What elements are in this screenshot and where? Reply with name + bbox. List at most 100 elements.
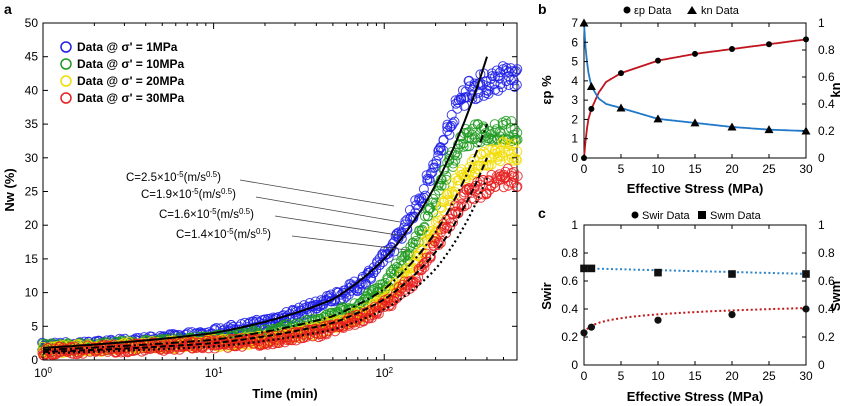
- panel-c-xlabel: Effective Stress (MPa): [627, 389, 764, 404]
- panel-b-xtick-label: 20: [725, 162, 739, 176]
- panel-a-xlabel: Time (min): [252, 386, 318, 401]
- data-point: [405, 283, 416, 294]
- data-point: [448, 217, 459, 228]
- panel-b-xtick-label: 25: [762, 162, 776, 176]
- data-point: [447, 118, 458, 129]
- panel-b-xtick-label: 30: [799, 162, 813, 176]
- legend-label-kn: kn Data: [701, 5, 740, 17]
- data-point: [450, 155, 461, 166]
- data-point: [279, 337, 290, 348]
- data-point: [494, 73, 505, 84]
- data-point: [442, 122, 453, 133]
- panel-b-ytick-left-label: 6: [571, 35, 578, 49]
- panel-b-ylabel-left: εp %: [539, 75, 554, 105]
- data-point: [507, 140, 518, 151]
- data-point: [334, 322, 345, 333]
- data-point: [484, 81, 495, 92]
- panel-c-ytick-left-label: 0: [571, 358, 578, 372]
- panel-c-ytick-right-label: 0.4: [818, 302, 835, 316]
- data-point: [512, 64, 523, 75]
- annotation-c4: C=1.4×10-5(m/s0.5): [176, 227, 271, 242]
- panel-c-ytick-left-label: 0.8: [561, 246, 578, 260]
- legend-label-10mpa: Data @ σ' = 10MPa: [77, 57, 184, 71]
- panel-b-ytick-right-label: 0.2: [818, 124, 835, 138]
- data-point: [407, 237, 418, 248]
- panel-c-ytick-left-label: 0.4: [561, 302, 578, 316]
- panel-a-xtick-label: 101: [205, 366, 223, 381]
- data-point: [438, 134, 449, 145]
- data-point: [452, 103, 463, 114]
- kn-data-point: [764, 125, 774, 134]
- panel-c-xtick-label: 30: [799, 369, 813, 383]
- data-point: [489, 119, 500, 130]
- legend-label-swir: Swir Data: [642, 210, 691, 222]
- panel-c-ytick-right-label: 0.8: [818, 246, 835, 260]
- data-point: [447, 209, 458, 220]
- data-point: [489, 178, 500, 189]
- panel-b: 0 5 10 15 20 25 30 0 1 2 3 4 5 6 7 0 0.2 0.4 0.6 0.8 1 εp Da…: [539, 5, 843, 196]
- data-point: [500, 115, 511, 126]
- panel-b-xtick-label: 10: [651, 162, 665, 176]
- panel-a: 0 5 10 15 20 25 30 35 40 45 50 100 101 102 Time (min)…: [2, 16, 523, 401]
- panel-c-xtick-label: 5: [618, 369, 625, 383]
- annotation-c2: C=1.9×10-5(m/s0.5): [141, 187, 236, 202]
- panel-a-ytick-label: 40: [25, 83, 39, 97]
- data-point: [512, 127, 523, 138]
- panel-b-ytick-right-label: 0: [818, 151, 825, 165]
- panel-b-ylabel-right: kn: [828, 82, 843, 97]
- legend-marker-20mpa: [60, 75, 72, 87]
- data-point: [416, 265, 427, 276]
- data-point: [466, 129, 477, 140]
- kn-data-point: [690, 118, 700, 127]
- fit-curve-3: [42, 157, 488, 353]
- panel-a-ytick-label: 0: [31, 353, 38, 367]
- data-point: [505, 122, 516, 133]
- data-point: [459, 201, 470, 212]
- data-point: [511, 66, 522, 77]
- data-point: [363, 313, 374, 324]
- panel-a-ytick-label: 10: [25, 286, 39, 300]
- swir-data-point: [654, 316, 662, 324]
- panel-c-curves: [583, 267, 807, 334]
- panel-a-fits: [42, 56, 489, 355]
- data-point: [512, 171, 523, 182]
- data-point: [486, 180, 497, 191]
- data-point: [374, 259, 385, 270]
- panel-c: 0 5 10 15 20 25 3000.20.40.60.8100.20.40.60.81…: [539, 210, 843, 404]
- panel-c-xtick-label: 0: [581, 369, 588, 383]
- ep-data-point: [588, 105, 595, 112]
- panel-b-ytick-right-label: 0.8: [818, 43, 835, 57]
- legend-label-20mpa: Data @ σ' = 20MPa: [77, 74, 184, 88]
- panel-b-points: [579, 18, 811, 161]
- panel-a-xtick-label: 100: [34, 366, 52, 381]
- panel-a-ytick-label: 30: [25, 151, 39, 165]
- panel-a-ytick-label: 35: [25, 117, 39, 131]
- annotation-arrow-1: [239, 179, 395, 207]
- kn-data-point: [616, 103, 626, 112]
- swm-data-point: [654, 268, 662, 277]
- data-point: [509, 81, 520, 92]
- data-point: [357, 279, 368, 290]
- legend-marker-30mpa: [60, 92, 72, 104]
- data-point: [431, 156, 442, 167]
- panel-a-legend: Data @ σ' = 1MPa Data @ σ' = 10MPa Data …: [60, 40, 184, 105]
- data-point: [419, 211, 430, 222]
- ep-data-point: [655, 57, 661, 64]
- data-point: [442, 194, 453, 205]
- data-point: [430, 217, 441, 228]
- panel-a-label: a: [4, 1, 12, 17]
- panel-c-ytick-left-label: 0.6: [561, 274, 578, 288]
- panel-a-ytick-label: 45: [25, 50, 39, 64]
- data-point: [470, 94, 481, 105]
- data-point: [410, 277, 421, 288]
- kn-data-point: [653, 114, 663, 123]
- fit-curve-1: [42, 56, 488, 349]
- data-point: [410, 231, 421, 242]
- data-point: [509, 124, 520, 135]
- ep-data-point: [803, 36, 809, 43]
- data-point: [511, 153, 522, 164]
- panel-b-ytick-left-label: 5: [571, 55, 578, 69]
- data-point: [310, 323, 321, 334]
- data-point: [470, 167, 481, 178]
- data-point: [396, 233, 407, 244]
